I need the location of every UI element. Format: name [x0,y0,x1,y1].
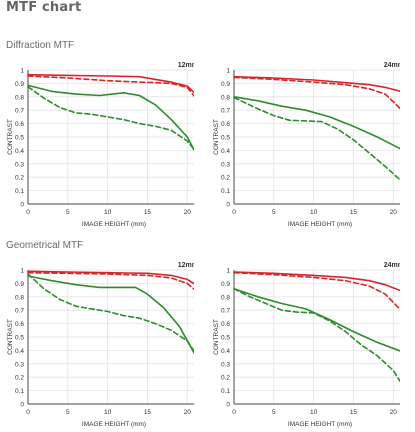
y-tick-label: 0.2 [15,175,24,182]
series-line-red-dashed [233,76,400,110]
y-tick-label: 0.6 [15,321,24,328]
y-axis-label: CONTRAST [7,319,14,355]
series-line-green-solid [233,288,400,352]
x-tick-label: 0 [232,209,236,216]
y-tick-label: 0.3 [221,361,230,368]
y-tick-label: 0.8 [15,294,24,301]
x-tick-label: 15 [350,409,358,416]
series-line-green-solid [27,84,194,152]
y-tick-label: 0.9 [15,281,24,288]
y-tick-label: 0.3 [15,161,24,168]
y-tick-label: 0.7 [221,308,230,315]
section-title-geometrical: Geometrical MTF [6,240,84,251]
series-line-red-solid [233,271,400,292]
y-tick-label: 0.2 [221,175,230,182]
x-tick-label: 5 [272,209,276,216]
series-line-red-dashed [27,271,194,291]
y-tick-label: 0.4 [221,348,230,355]
x-axis-label: IMAGE HEIGHT (mm) [82,421,146,428]
y-tick-label: 0.6 [221,121,230,128]
y-tick-label: 0.6 [221,321,230,328]
x-tick-label: 15 [144,209,152,216]
x-tick-label: 5 [66,209,70,216]
focal-length-label: 24mm [384,262,400,269]
y-tick-label: 0.7 [15,108,24,115]
y-tick-label: 0.5 [15,335,24,342]
series-line-green-solid [233,96,400,150]
y-tick-label: 0.5 [221,335,230,342]
focal-length-label: 24mm [384,62,400,69]
mtf-chart-diffraction-24mm: 00.10.20.30.40.50.60.70.80.910 5 10 15 20IMA… [213,62,400,228]
x-tick-label: 10 [310,209,318,216]
y-tick-label: 1 [226,68,230,75]
y-tick-label: 0.3 [15,361,24,368]
x-tick-label: 10 [310,409,318,416]
focal-length-label: 12mm [178,62,194,69]
y-axis-label: CONTRAST [7,119,14,155]
y-tick-label: 0.1 [221,388,230,395]
series-line-red-solid [27,73,194,94]
x-tick-label: 15 [350,209,358,216]
y-tick-label: 0.9 [221,281,230,288]
focal-length-label: 12mm [178,262,194,269]
y-tick-label: 0.3 [221,161,230,168]
y-tick-label: 0.2 [15,375,24,382]
series-line-green-dashed [233,96,400,181]
x-tick-label: 20 [184,409,192,416]
y-tick-label: 0.9 [221,81,230,88]
y-tick-label: 0 [226,402,230,409]
x-tick-label: 10 [104,209,112,216]
series-line-red-dashed [233,271,400,311]
y-tick-label: 0.1 [15,188,24,195]
y-tick-label: 0.4 [15,148,24,155]
y-tick-label: 0.8 [221,94,230,101]
y-tick-label: 0.6 [15,121,24,128]
y-tick-label: 0.8 [15,94,24,101]
series-line-red-solid [233,75,400,93]
x-tick-label: 10 [104,409,112,416]
x-tick-label: 5 [66,409,70,416]
y-tick-label: 0 [20,202,24,209]
y-tick-label: 1 [226,268,230,275]
x-axis-label: IMAGE HEIGHT (mm) [288,221,352,228]
series-line-green-dashed [233,288,400,383]
y-axis-label: CONTRAST [213,119,220,155]
series-line-red-dashed [27,75,194,98]
x-tick-label: 15 [144,409,152,416]
x-tick-label: 0 [232,409,236,416]
x-axis-label: IMAGE HEIGHT (mm) [288,421,352,428]
x-tick-label: 0 [26,409,30,416]
mtf-chart-diffraction-12mm: 00.10.20.30.40.50.60.70.80.910 5 10 15 20IMA… [7,62,194,228]
y-tick-label: 0.9 [15,81,24,88]
mtf-chart-geometrical-12mm: 00.10.20.30.40.50.60.70.80.910 5 10 15 20IMA… [7,262,194,428]
x-tick-label: 5 [272,409,276,416]
y-tick-label: 0.4 [15,348,24,355]
y-tick-label: 1 [20,268,24,275]
y-tick-label: 0.5 [221,135,230,142]
x-axis-label: IMAGE HEIGHT (mm) [82,221,146,228]
y-tick-label: 0 [20,402,24,409]
page-title: MTF chart [6,0,82,15]
y-tick-label: 0.5 [15,135,24,142]
y-tick-label: 0.4 [221,148,230,155]
y-tick-label: 0.8 [221,294,230,301]
mtf-chart-geometrical-24mm: 00.10.20.30.40.50.60.70.80.910 5 10 15 20IMA… [213,262,400,428]
x-tick-label: 20 [390,409,398,416]
x-tick-label: 0 [26,209,30,216]
series-line-green-dashed [27,273,194,353]
y-tick-label: 0.1 [15,388,24,395]
y-tick-label: 0.2 [221,375,230,382]
y-tick-label: 0.1 [221,188,230,195]
section-title-diffraction: Diffraction MTF [6,40,75,51]
y-tick-label: 1 [20,68,24,75]
series-line-red-solid [27,270,194,285]
x-tick-label: 20 [184,209,192,216]
x-tick-label: 20 [390,209,398,216]
series-line-green-dashed [27,86,194,151]
y-tick-label: 0 [226,202,230,209]
y-tick-label: 0.7 [221,108,230,115]
y-tick-label: 0.7 [15,308,24,315]
y-axis-label: CONTRAST [213,319,220,355]
series-line-green-solid [27,275,194,355]
